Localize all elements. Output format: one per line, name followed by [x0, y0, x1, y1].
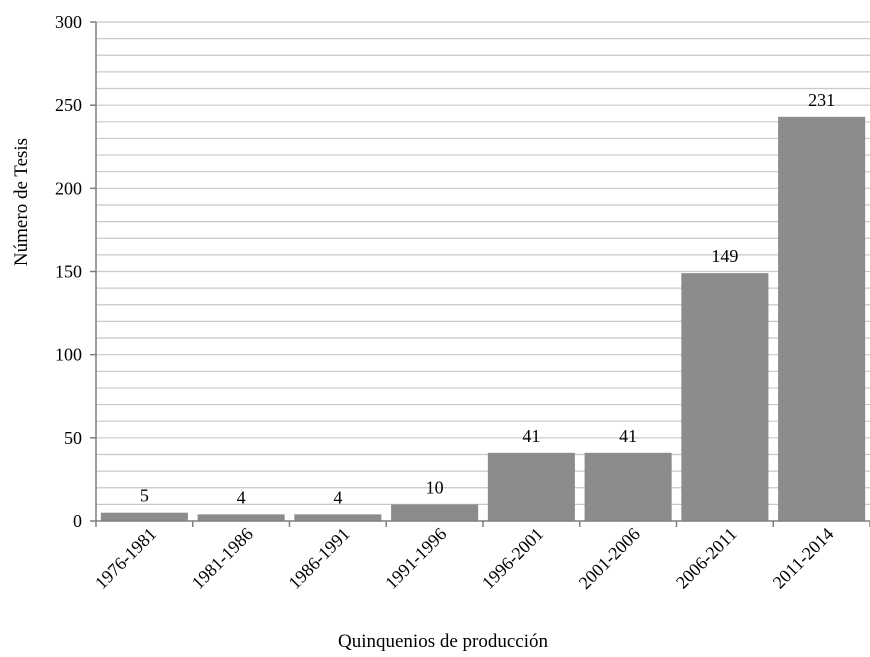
data-labels: 5 4 4 10 41 41 149 231 — [140, 90, 835, 508]
x-tick-label-1976-1981: 1976-1981 — [91, 524, 160, 593]
y-axis-title: Número de Tesis — [11, 138, 32, 266]
bar-1981-1986 — [197, 514, 285, 521]
y-tick-label: 100 — [55, 345, 82, 365]
axes — [90, 21, 870, 527]
data-label-2006-2011: 149 — [711, 246, 738, 266]
x-tick-label-1986-1991: 1986-1991 — [284, 524, 353, 593]
y-tick-label: 150 — [55, 262, 82, 282]
y-tick-label: 50 — [64, 428, 82, 448]
data-label-2011-2014: 231 — [808, 90, 835, 110]
y-tick-label: 250 — [55, 95, 82, 115]
x-tick-label-2006-2011: 2006-2011 — [672, 524, 741, 593]
y-tick-label: 200 — [55, 178, 82, 198]
y-tick-label: 0 — [73, 511, 82, 531]
x-tick-label-1996-2001: 1996-2001 — [478, 524, 547, 593]
bar-2001-2006 — [584, 452, 672, 521]
bar-1991-1996 — [391, 504, 479, 521]
data-label-2001-2006: 41 — [619, 426, 637, 446]
bar-1986-1991 — [294, 514, 382, 521]
x-tick-label-1991-1996: 1991-1996 — [381, 524, 450, 593]
data-label-1991-1996: 10 — [426, 477, 444, 497]
x-axis-title: Quinquenios de producción — [338, 631, 549, 652]
y-tick-label: 300 — [55, 12, 82, 32]
bar-2006-2011 — [681, 273, 769, 521]
bar-1976-1981 — [100, 512, 188, 521]
data-label-1976-1981: 5 — [140, 486, 149, 506]
bar-2011-2014 — [778, 116, 866, 521]
data-label-1996-2001: 41 — [522, 426, 540, 446]
bar-1996-2001 — [487, 452, 575, 521]
bars — [100, 116, 866, 521]
data-label-1981-1986: 4 — [237, 487, 246, 507]
data-label-1986-1991: 4 — [333, 487, 342, 507]
x-tick-label-2001-2006: 2001-2006 — [575, 524, 644, 593]
x-tick-labels: 1976-1981 1981-1986 1986-1991 1991-1996 1996… — [91, 524, 838, 593]
x-tick-label-2011-2014: 2011-2014 — [769, 524, 838, 593]
x-tick-label-1981-1986: 1981-1986 — [188, 524, 257, 593]
y-tick-labels: 0 50 100 150 200 250 300 — [55, 12, 82, 531]
